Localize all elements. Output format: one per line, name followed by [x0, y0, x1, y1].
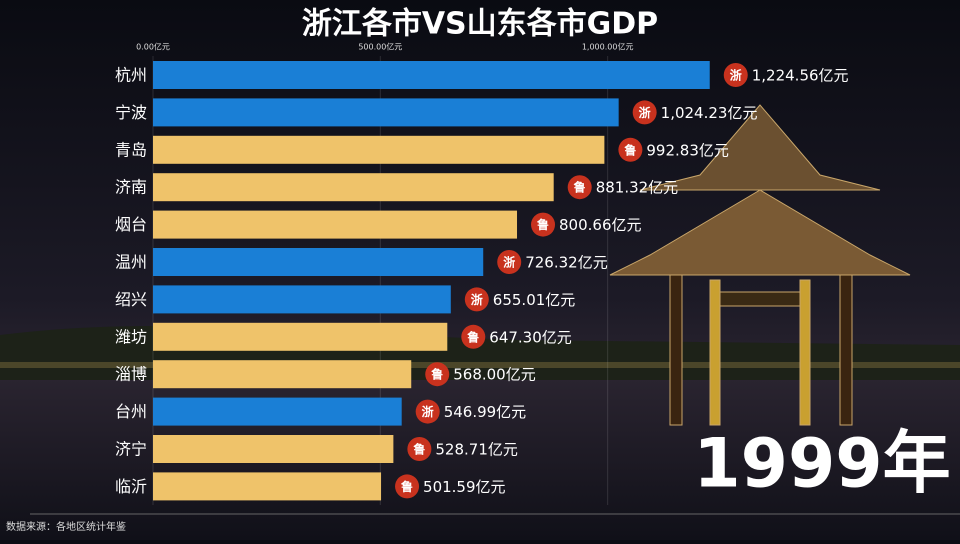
- badge: [567, 175, 592, 200]
- value-label: 726.32亿元: [525, 254, 608, 272]
- badge-label: 鲁: [623, 142, 636, 157]
- bar: [153, 435, 394, 463]
- bar: [153, 397, 402, 426]
- badge-label: 浙: [503, 255, 515, 270]
- badge-label: 鲁: [466, 329, 479, 344]
- year-label: 1999年: [693, 425, 950, 504]
- y-tick-label: 济宁: [115, 440, 147, 459]
- badge-label: 鲁: [573, 180, 586, 195]
- value-label: 546.99亿元: [444, 403, 527, 421]
- badge-label: 浙: [471, 292, 483, 307]
- badge: [618, 137, 643, 162]
- badge-label: 浙: [730, 68, 742, 83]
- value-label: 568.00亿元: [453, 366, 536, 384]
- badge: [464, 287, 489, 312]
- chart-title: 浙江各市VS山东各市GDP: [302, 7, 658, 42]
- badge: [723, 63, 748, 87]
- value-label: 528.71亿元: [435, 441, 518, 459]
- bar: [153, 472, 382, 501]
- value-label: 501.59亿元: [423, 478, 506, 496]
- y-tick-label: 临沂: [115, 477, 147, 496]
- badge-label: 鲁: [430, 367, 443, 382]
- badge-label: 浙: [422, 404, 434, 419]
- y-tick-label: 杭州: [115, 66, 147, 85]
- y-tick-label: 烟台: [115, 215, 147, 234]
- bar: [153, 322, 448, 351]
- value-label: 647.30亿元: [489, 328, 572, 346]
- y-tick-label: 潍坊: [115, 327, 147, 346]
- bar: [153, 173, 554, 202]
- badge-label: 鲁: [400, 479, 413, 494]
- value-label: 800.66亿元: [559, 216, 642, 234]
- y-tick-label: 台州: [115, 402, 147, 421]
- lights: [0, 362, 960, 368]
- bar: [153, 135, 605, 164]
- bar: [153, 61, 710, 89]
- bar: [153, 285, 451, 314]
- y-tick-label: 青岛: [115, 140, 147, 159]
- value-label: 992.83亿元: [646, 141, 729, 159]
- bar: [153, 360, 412, 389]
- y-tick-label: 宁波: [115, 103, 147, 122]
- badge-label: 鲁: [412, 442, 425, 457]
- source-note: 数据来源：各地区统计年鉴: [6, 520, 126, 533]
- badge-label: 浙: [639, 105, 651, 120]
- bar: [153, 210, 518, 239]
- value-label: 1,024.23亿元: [661, 104, 758, 122]
- y-tick-label: 温州: [115, 253, 147, 272]
- badge: [407, 437, 432, 461]
- bar: [153, 248, 484, 276]
- badge: [531, 212, 556, 237]
- x-tick-label: 0.00亿元: [136, 42, 170, 52]
- value-label: 1,224.56亿元: [752, 67, 849, 85]
- badge: [425, 362, 450, 387]
- y-tick-label: 淄博: [115, 365, 147, 384]
- badge: [632, 100, 657, 125]
- value-label: 655.01亿元: [493, 291, 576, 309]
- x-tick-label: 1,000.00亿元: [582, 42, 634, 52]
- badge: [395, 474, 420, 499]
- y-tick-label: 济南: [115, 178, 147, 197]
- badge: [497, 250, 522, 274]
- badge: [461, 324, 486, 349]
- y-tick-label: 绍兴: [115, 290, 147, 309]
- x-tick-label: 500.00亿元: [358, 42, 402, 52]
- badge-label: 鲁: [536, 217, 549, 232]
- bar: [153, 98, 619, 127]
- badge: [415, 399, 440, 424]
- value-label: 881.32亿元: [596, 179, 679, 197]
- pavilion: [609, 104, 911, 426]
